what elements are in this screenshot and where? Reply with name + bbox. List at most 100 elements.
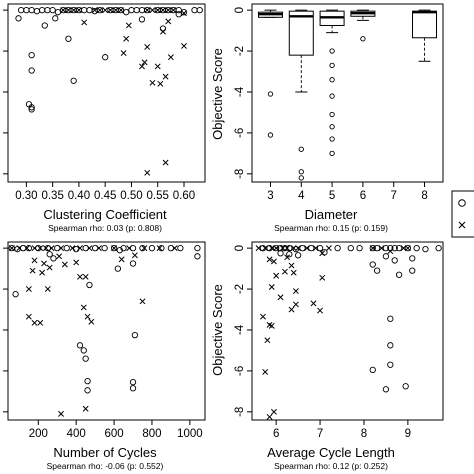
- panel-1-cross-point: [162, 73, 169, 80]
- panel-2-outlier: [298, 175, 304, 181]
- panel-4-circle-point: [409, 267, 416, 274]
- axis-labels: 0.30 0.35 0.40 0.45 0.50 0.55 0.60 3 4 5 6 7 8 0 -2 -4 -…: [15, 7, 428, 440]
- panel-1-cross-point: [144, 44, 151, 50]
- panel-4-ylabel: Objective Score: [210, 284, 225, 376]
- panel-1-circle-point: [17, 6, 25, 14]
- panel-1-cross-point: [70, 7, 77, 14]
- panel-1-circle-point: [54, 9, 62, 16]
- legend: [451, 190, 474, 238]
- panel-1-cross-point: [154, 63, 161, 70]
- panel-1-cross-point: [102, 7, 109, 14]
- panel-1-circle-point: [15, 15, 22, 22]
- panel-4-xtick-label: 9: [405, 428, 411, 440]
- panel-3-cross-point: [171, 245, 178, 252]
- legend-circle-marker: [458, 199, 466, 207]
- panel-1-circle-point: [96, 6, 104, 14]
- panel-4-cross-point: [292, 288, 299, 295]
- panel-3-circle-point: [54, 244, 61, 252]
- panel-4-frame: [251, 241, 444, 421]
- panel-4-ytick-label: -2: [234, 284, 246, 294]
- panel-1-circle-point: [123, 9, 130, 16]
- panel-3-cross-point: [48, 245, 55, 252]
- panel-4-circle-point: [369, 244, 376, 252]
- chart-marks: [8, 6, 442, 420]
- panel-3-cross-point: [23, 245, 30, 252]
- panel-3-xtick-label: 1000: [177, 428, 203, 440]
- panel-4-circle-point: [395, 271, 403, 278]
- panel-4-cross-point: [271, 408, 277, 415]
- panel-3-circle-point: [120, 244, 127, 252]
- panel-4-cross-point: [273, 272, 280, 279]
- panel-3-cross-point: [37, 245, 44, 252]
- panel-3-cross-point: [73, 259, 80, 266]
- panel-1-cross-point: [139, 63, 145, 70]
- panel-3-circle-point: [63, 244, 70, 252]
- panel-1-cross-point: [60, 7, 67, 14]
- panel-1-circle-point: [28, 6, 35, 14]
- panel-1-circle-point: [49, 6, 56, 14]
- panel-3-circle-point: [84, 377, 91, 385]
- panel-4-cross-point: [281, 268, 288, 275]
- panel-4-cross-point: [264, 337, 271, 344]
- panel-1-circle-point: [138, 6, 146, 14]
- panel-4-circle-point: [373, 244, 381, 252]
- panel-4-cross-point: [325, 245, 332, 252]
- panel-1-circle-point: [33, 8, 41, 15]
- panel-4-cross-point: [288, 306, 295, 313]
- panel-3-cross-point: [77, 273, 83, 280]
- panel-4-xtick-label: 6: [273, 428, 279, 440]
- panel-1-circle-point: [175, 11, 182, 18]
- panel-4-cross-point: [284, 254, 291, 261]
- panel-4-circle-point: [369, 261, 376, 268]
- panel-3-circle-point: [158, 244, 165, 252]
- panel-1-circle-point: [159, 25, 167, 32]
- panel-3-cross-point: [126, 245, 133, 252]
- panel-1-circle-point: [144, 6, 151, 14]
- panel-4-cross-point: [317, 307, 324, 314]
- panel-4-cross-point: [400, 245, 407, 252]
- panel-3-circle-point: [194, 244, 201, 252]
- panel-4-cross-point: [310, 300, 317, 307]
- panel-1-circle-point: [81, 6, 88, 14]
- panel-1-xtick-label: 0.30: [15, 190, 37, 202]
- panel-1-circle-point: [70, 77, 77, 84]
- panel-1-cross-point: [167, 54, 174, 61]
- panel-1-circle-point: [102, 54, 109, 61]
- panel-3-xtick-label: 400: [67, 428, 86, 440]
- panel-4-circle-point: [373, 267, 381, 274]
- panel-4-annotation: Spearman rho: 0.12 (p: 0.252): [274, 461, 388, 471]
- panel-1-circle-point: [191, 6, 198, 14]
- panel-1-cross-point: [160, 7, 166, 14]
- panel-4-cross-point: [255, 245, 262, 252]
- panel-3-circle-point: [139, 244, 146, 252]
- panel-3-annotation: Spearman rho: -0.06 (p: 0.552): [47, 461, 164, 471]
- panel-4-cross-point: [303, 245, 310, 252]
- panel-1-cross-point: [144, 169, 151, 176]
- panel-3-cross-point: [156, 245, 163, 252]
- panel-1-cross-point: [91, 7, 98, 14]
- panel-2-outlier: [298, 146, 304, 152]
- panel-3-circle-point: [50, 255, 57, 262]
- panel-2-xtick-label: 8: [421, 190, 427, 202]
- panel-1-circle-point: [38, 6, 46, 14]
- panel-3-circle-point: [91, 244, 99, 252]
- panel-2-box: [412, 10, 438, 39]
- panel-4-ytick-label: 0: [234, 245, 246, 251]
- panel-4-cross-point: [288, 262, 295, 269]
- panel-1-circle-point: [180, 9, 188, 16]
- panel-4-cross-point: [319, 250, 326, 257]
- panel-4-xtick-label: 8: [361, 428, 367, 440]
- panel-3-circle-point: [148, 244, 156, 252]
- panel-3-circle-point: [131, 331, 139, 339]
- panel-1-cross-point: [65, 7, 72, 14]
- panel-1-circle-point: [91, 8, 98, 15]
- panel-1-xtick-label: 0.40: [68, 190, 90, 202]
- panel-3-cross-point: [46, 264, 53, 271]
- panel-1-circle-point: [133, 6, 140, 14]
- panel-2-ytick-label: -6: [234, 128, 246, 138]
- panel-1-cross-point: [165, 7, 172, 14]
- panel-3-cross-point: [84, 313, 91, 320]
- panel-1-xtick-label: 0.50: [120, 190, 142, 202]
- panel-3-circle-point: [177, 244, 184, 252]
